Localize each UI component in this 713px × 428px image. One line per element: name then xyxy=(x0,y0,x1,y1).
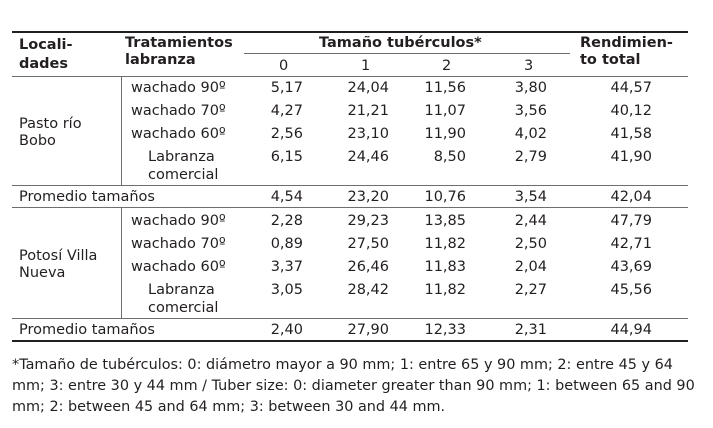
average-value: 4,54 xyxy=(270,189,303,205)
cell-value: 43,69 xyxy=(610,259,652,275)
average-value: 2,40 xyxy=(270,322,303,338)
size-header-rule xyxy=(244,53,570,54)
cell-value: 26,46 xyxy=(347,259,389,275)
cell-value: 11,90 xyxy=(424,126,466,142)
cell-value: 3,56 xyxy=(514,103,547,119)
cell-value: 3,05 xyxy=(270,282,303,298)
header-size-1: 1 xyxy=(361,58,371,74)
location-separator-2 xyxy=(121,208,122,318)
location-separator-1 xyxy=(121,77,122,185)
treatment-label: comercial xyxy=(148,300,219,316)
treatment-label: wachado 90º xyxy=(131,80,226,96)
cell-value: 11,82 xyxy=(424,236,466,252)
average-value: 10,76 xyxy=(424,189,466,205)
cell-value: 2,44 xyxy=(514,213,547,229)
treatment-label: wachado 90º xyxy=(131,213,226,229)
treatment-label: wachado 70º xyxy=(131,103,226,119)
location-label-1b: Bobo xyxy=(19,133,56,149)
treatment-label: wachado 70º xyxy=(131,236,226,252)
cell-value: 2,28 xyxy=(270,213,303,229)
cell-value: 24,04 xyxy=(347,80,389,96)
treatment-label: Labranza xyxy=(148,149,215,165)
header-bottom-rule xyxy=(12,76,688,77)
group2-bottom-rule xyxy=(12,318,688,319)
table-bottom-rule xyxy=(12,340,688,342)
average-label: Promedio tamaños xyxy=(19,189,155,205)
cell-value: 41,58 xyxy=(610,126,652,142)
cell-value: 27,50 xyxy=(347,236,389,252)
cell-value: 21,21 xyxy=(347,103,389,119)
average-value: 44,94 xyxy=(610,322,652,338)
treatment-label: comercial xyxy=(148,167,219,183)
cell-value: 4,02 xyxy=(514,126,547,142)
cell-value: 41,90 xyxy=(610,149,652,165)
cell-value: 47,79 xyxy=(610,213,652,229)
header-tamano: Tamaño tubérculos* xyxy=(319,35,482,51)
header-tratamientos-2: labranza xyxy=(125,52,196,68)
header-localidades-1: Locali- xyxy=(19,37,73,53)
average-value: 23,20 xyxy=(347,189,389,205)
cell-value: 4,27 xyxy=(270,103,303,119)
cell-value: 8,50 xyxy=(433,149,466,165)
cell-value: 23,10 xyxy=(347,126,389,142)
header-size-3: 3 xyxy=(524,58,534,74)
cell-value: 42,71 xyxy=(610,236,652,252)
cell-value: 45,56 xyxy=(610,282,652,298)
treatment-label: wachado 60º xyxy=(131,126,226,142)
cell-value: 40,12 xyxy=(610,103,652,119)
location-label-2b: Nueva xyxy=(19,265,66,281)
cell-value: 11,07 xyxy=(424,103,466,119)
cell-value: 3,37 xyxy=(270,259,303,275)
cell-value: 2,56 xyxy=(270,126,303,142)
cell-value: 28,42 xyxy=(347,282,389,298)
average-value: 42,04 xyxy=(610,189,652,205)
group1-bottom-rule xyxy=(12,185,688,186)
cell-value: 11,56 xyxy=(424,80,466,96)
header-localidades-2: dades xyxy=(19,56,69,72)
cell-value: 5,17 xyxy=(270,80,303,96)
cell-value: 11,83 xyxy=(424,259,466,275)
cell-value: 24,46 xyxy=(347,149,389,165)
treatment-label: wachado 60º xyxy=(131,259,226,275)
cell-value: 11,82 xyxy=(424,282,466,298)
cell-value: 44,57 xyxy=(610,80,652,96)
cell-value: 13,85 xyxy=(424,213,466,229)
treatment-label: Labranza xyxy=(148,282,215,298)
average-value: 12,33 xyxy=(424,322,466,338)
header-size-2: 2 xyxy=(442,58,452,74)
header-rendimiento-2: to total xyxy=(580,52,641,68)
cell-value: 3,80 xyxy=(514,80,547,96)
cell-value: 2,04 xyxy=(514,259,547,275)
average-label: Promedio tamaños xyxy=(19,322,155,338)
cell-value: 6,15 xyxy=(270,149,303,165)
table-footnote: *Tamaño de tubérculos: 0: diámetro mayor… xyxy=(12,357,695,415)
average-value: 2,31 xyxy=(514,322,547,338)
header-size-0: 0 xyxy=(279,58,289,74)
header-rendimiento-1: Rendimien- xyxy=(580,35,673,51)
cell-value: 2,79 xyxy=(514,149,547,165)
cell-value: 0,89 xyxy=(270,236,303,252)
average-value: 3,54 xyxy=(514,189,547,205)
location-label-1a: Pasto río xyxy=(19,116,82,132)
top-rule xyxy=(12,31,688,33)
avg1-bottom-rule xyxy=(12,207,688,208)
location-label-2a: Potosí Villa xyxy=(19,248,98,264)
average-value: 27,90 xyxy=(347,322,389,338)
header-tratamientos-1: Tratamientos xyxy=(125,35,233,51)
cell-value: 29,23 xyxy=(347,213,389,229)
cell-value: 2,27 xyxy=(514,282,547,298)
cell-value: 2,50 xyxy=(514,236,547,252)
